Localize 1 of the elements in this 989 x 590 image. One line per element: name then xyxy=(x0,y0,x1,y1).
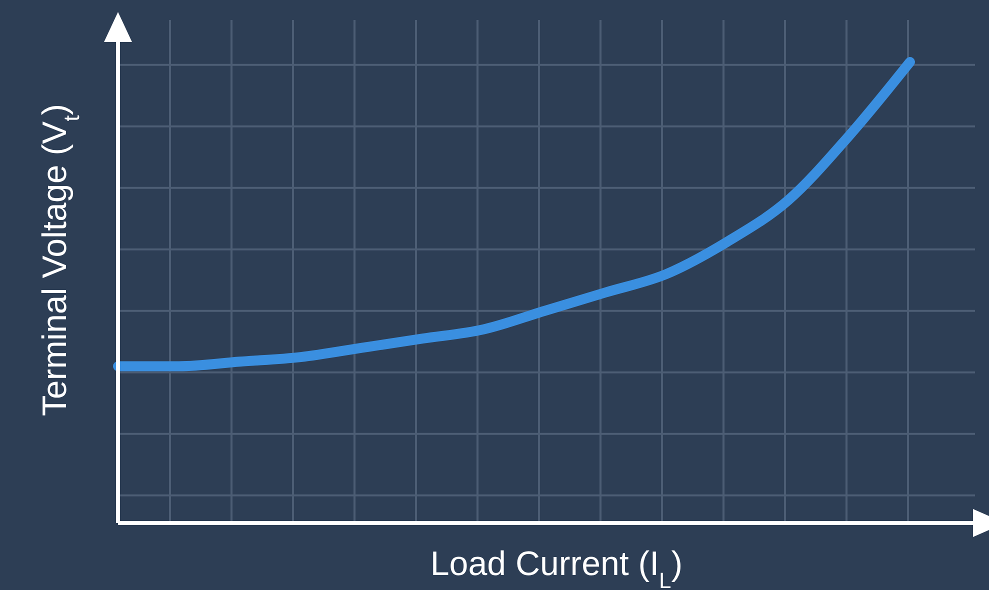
x-axis-title: Load Current (I$_{L}$) xyxy=(430,545,683,590)
